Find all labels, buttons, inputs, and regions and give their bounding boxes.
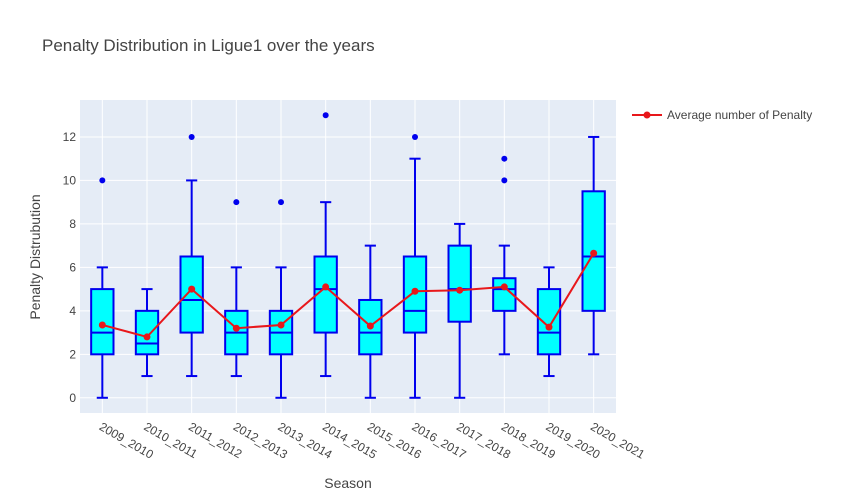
outlier-point bbox=[501, 155, 508, 162]
average-point bbox=[590, 249, 598, 257]
box-2012_2013 bbox=[224, 199, 249, 378]
average-point bbox=[277, 321, 285, 329]
average-point bbox=[456, 286, 464, 294]
y-tick-label: 6 bbox=[69, 260, 76, 274]
average-point bbox=[98, 321, 106, 329]
average-point bbox=[500, 283, 508, 291]
y-axis-ticks: 0 2 4 6 8 10 12 bbox=[63, 130, 77, 405]
box-2014_2015 bbox=[313, 112, 338, 378]
outlier-point bbox=[412, 133, 418, 140]
average-point bbox=[366, 322, 374, 330]
average-line bbox=[102, 252, 595, 339]
chart-title: Penalty Distribution in Ligue1 over the … bbox=[42, 36, 375, 55]
y-tick-label: 2 bbox=[69, 347, 76, 361]
average-point bbox=[143, 333, 151, 341]
y-axis-label: Penalty Distrubution bbox=[27, 194, 43, 319]
y-tick-label: 0 bbox=[69, 391, 76, 405]
box-iqr bbox=[313, 255, 338, 334]
average-point bbox=[322, 283, 330, 291]
box-2011_2012 bbox=[179, 133, 204, 378]
plot-area bbox=[80, 100, 616, 413]
box-2013_2014 bbox=[268, 199, 294, 399]
average-point bbox=[545, 323, 553, 331]
legend[interactable]: Average number of Penalty bbox=[632, 108, 812, 122]
box-2018_2019 bbox=[492, 155, 517, 356]
legend-marker-swatch bbox=[643, 111, 651, 119]
average-line-series bbox=[98, 249, 598, 341]
x-axis-label: Season bbox=[324, 475, 371, 491]
box-iqr bbox=[179, 255, 204, 334]
outlier-point bbox=[99, 177, 106, 184]
box-2019_2020 bbox=[536, 266, 562, 378]
x-axis-ticks: 2009_20102010_20112011_20122012_20132013… bbox=[97, 419, 648, 461]
box-2017_2018 bbox=[447, 222, 472, 399]
legend-label: Average number of Penalty bbox=[667, 108, 812, 122]
average-point bbox=[232, 324, 240, 332]
box-iqr bbox=[536, 288, 562, 356]
outlier-point bbox=[501, 177, 508, 184]
y-tick-label: 12 bbox=[63, 130, 77, 144]
outlier-point bbox=[188, 133, 195, 140]
box-iqr bbox=[134, 309, 160, 356]
y-tick-label: 8 bbox=[69, 217, 76, 231]
y-tick-label: 10 bbox=[63, 173, 77, 187]
average-point bbox=[188, 285, 196, 293]
average-point bbox=[411, 287, 419, 295]
y-tick-label: 4 bbox=[69, 304, 76, 318]
outlier-point bbox=[233, 199, 240, 206]
outlier-point bbox=[322, 112, 329, 119]
outlier-point bbox=[278, 199, 284, 206]
box-2010_2011 bbox=[134, 288, 160, 378]
box-iqr bbox=[447, 244, 472, 323]
